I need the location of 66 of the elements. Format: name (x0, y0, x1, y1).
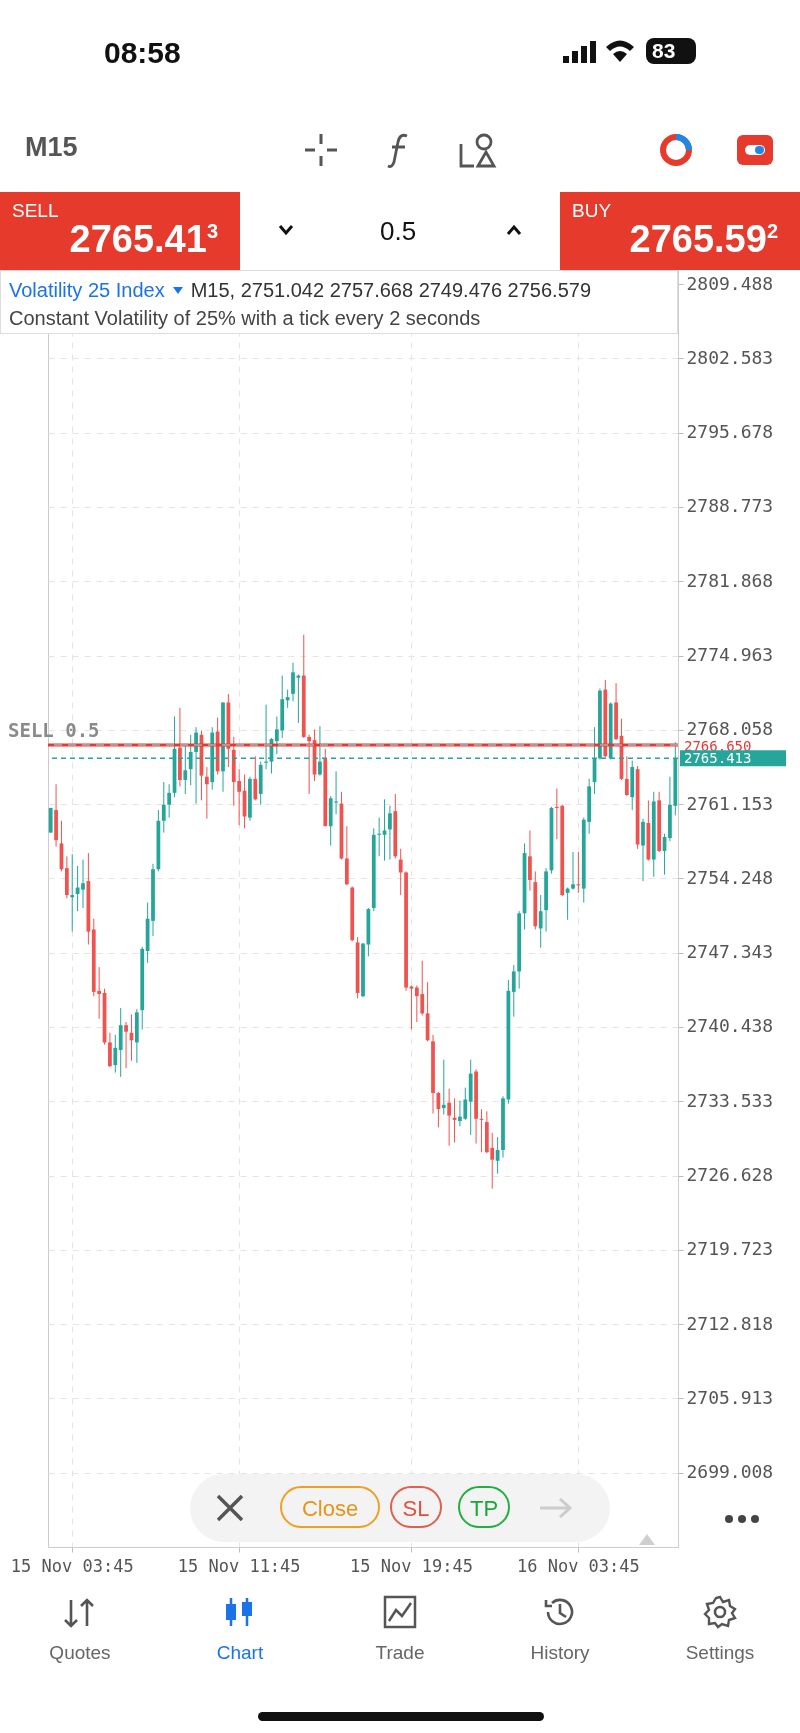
y-tick-label: 2740.438 (686, 1015, 774, 1037)
x-tick-label: 16 Nov 03:45 (516, 1555, 640, 1576)
text: 83 (652, 39, 676, 63)
x-tick-label: 15 Nov 03:45 (10, 1555, 134, 1576)
text: Trade (374, 1642, 426, 1664)
candlestick (641, 818, 645, 882)
annotation: SL (390, 1486, 442, 1528)
candlestick (441, 1059, 446, 1116)
text: 08:58 (104, 36, 181, 70)
y-tick-label: 2809.488 (686, 272, 774, 294)
candlestick (571, 851, 575, 891)
candlestick (253, 755, 258, 801)
candlestick (528, 830, 532, 892)
y-tick-label: 2802.583 (686, 346, 774, 368)
y-tick-label: 2747.343 (686, 941, 774, 963)
y-tick-label: 2788.773 (686, 495, 774, 517)
text: M15 (25, 132, 78, 163)
candlestick (204, 766, 209, 820)
y-tick-label: 2761.153 (686, 792, 774, 814)
y-tick-label: 2712.818 (686, 1312, 774, 1334)
text: 2765.59$^{2}$ (629, 218, 778, 261)
candlestick (108, 1032, 112, 1068)
candlestick (161, 781, 166, 834)
text: Constant Volatility of 25% with a tick every 2 seconds (9, 307, 481, 330)
candlestick (285, 689, 290, 709)
ref-line-label: SELL 0.5 (8, 718, 100, 741)
candlestick (388, 805, 392, 861)
candlestick (398, 848, 403, 896)
candlestick (565, 887, 570, 921)
text: Settings (684, 1642, 756, 1664)
text: 2765.41$^{3}$ (69, 218, 218, 261)
text: Quotes (48, 1642, 112, 1664)
y-tick-label: 2774.963 (686, 644, 774, 666)
text: 0.5 (380, 216, 417, 247)
candlestick (167, 783, 172, 819)
y-tick-label: 2699.008 (686, 1461, 774, 1483)
y-tick-label: 2795.678 (686, 421, 774, 443)
candlestick (447, 1088, 452, 1147)
text: BUY (572, 200, 612, 222)
y-tick-label: 2726.628 (686, 1164, 774, 1186)
candlestick (124, 1021, 128, 1069)
text: SELL (12, 200, 59, 222)
candlestick (538, 894, 543, 949)
y-tick-label: 2719.723 (686, 1238, 774, 1260)
candlestick (624, 755, 629, 797)
text: Chart (215, 1642, 265, 1664)
y-tick-label: 2768.058 (686, 718, 774, 740)
candlestick (511, 964, 516, 1018)
x-tick-label: 15 Nov 11:45 (177, 1555, 301, 1576)
x-tick-label: 15 Nov 19:45 (350, 1555, 473, 1576)
chart-title: Volatility 25 Index (9, 279, 165, 301)
candlestick (113, 1034, 118, 1074)
y-tick-label: 2733.533 (686, 1089, 774, 1111)
candlestick (495, 1136, 500, 1175)
y-tick-label: 2781.868 (686, 569, 774, 591)
annotation: Close (280, 1486, 380, 1528)
candlestick (409, 984, 414, 1031)
candlestick (291, 662, 295, 702)
text: History (529, 1642, 591, 1664)
candlestick (70, 853, 75, 933)
y-tick-label: 2705.913 (686, 1386, 774, 1408)
y-tick-label: 2754.248 (686, 866, 774, 888)
candlestick (377, 817, 382, 857)
candlestick (307, 734, 312, 795)
annotation: M15, 2751.042 2757.668 2749.476 2756.579 (190, 279, 592, 301)
annotation: TP (458, 1486, 510, 1528)
